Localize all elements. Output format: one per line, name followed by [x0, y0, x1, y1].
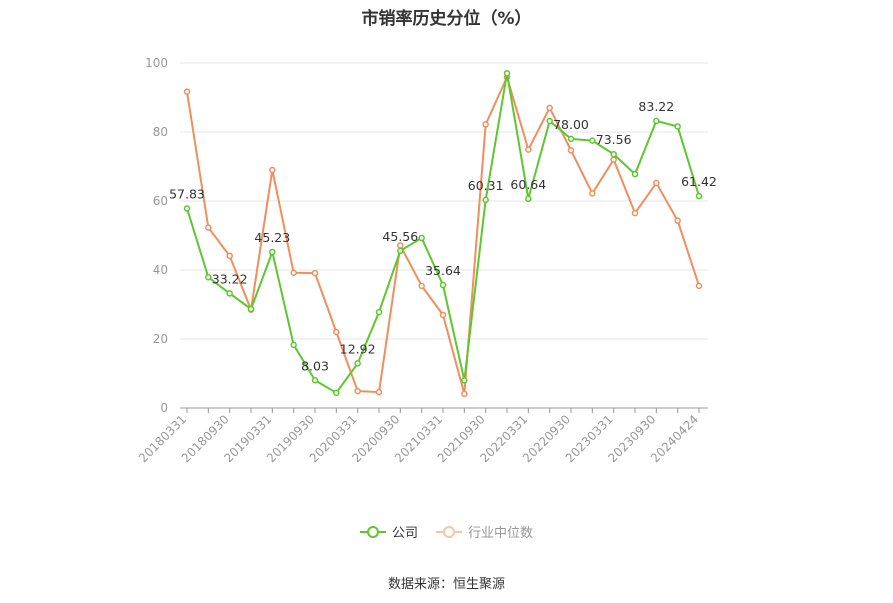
data-point[interactable] — [333, 389, 340, 397]
data-label: 35.64 — [425, 263, 461, 278]
series-0 — [183, 70, 703, 397]
data-point[interactable] — [375, 308, 383, 316]
legend: 公司 行业中位数 — [0, 522, 893, 541]
data-label: 57.83 — [169, 186, 205, 201]
data-point[interactable] — [269, 248, 276, 256]
data-point[interactable] — [653, 179, 660, 187]
data-label: 45.23 — [254, 230, 290, 245]
data-labels: 57.83 33.22 45.23 8.03 12.92 45.56 35.64 60.31 6… — [169, 99, 717, 373]
data-point[interactable] — [567, 135, 575, 143]
data-point[interactable] — [610, 150, 617, 158]
data-point[interactable] — [183, 205, 191, 212]
chart-title: 市销率历史分位（%） — [361, 9, 532, 29]
data-label: 83.22 — [638, 99, 674, 114]
data-point[interactable] — [695, 192, 703, 200]
data-point[interactable] — [333, 328, 340, 336]
legend-marker — [366, 525, 379, 538]
data-point[interactable] — [439, 311, 447, 319]
legend-item[interactable]: 公司 — [359, 522, 418, 541]
data-point[interactable] — [439, 281, 447, 289]
data-point[interactable] — [610, 156, 617, 163]
data-label: 8.03 — [301, 358, 329, 373]
data-point[interactable] — [461, 390, 468, 398]
axes: 0204060801002018033120180930201903312019… — [136, 56, 708, 465]
data-label: 73.56 — [596, 132, 632, 147]
data-point[interactable] — [418, 234, 425, 242]
data-point[interactable] — [311, 377, 319, 384]
data-point[interactable] — [567, 147, 575, 154]
data-point[interactable] — [482, 121, 489, 128]
data-point[interactable] — [546, 104, 553, 112]
y-tick-label: 20 — [153, 332, 168, 346]
data-point[interactable] — [546, 117, 553, 125]
legend-marker — [443, 525, 455, 538]
data-point[interactable] — [589, 190, 596, 197]
data-point[interactable] — [525, 146, 532, 153]
y-tick-label: 80 — [153, 125, 168, 139]
data-point[interactable] — [226, 290, 233, 297]
data-label: 61.42 — [681, 174, 717, 189]
y-tick-label: 60 — [153, 194, 168, 208]
data-point[interactable] — [375, 388, 383, 396]
legend-label: 行业中位数 — [468, 526, 534, 541]
data-point[interactable] — [503, 70, 511, 77]
data-label: 78.00 — [553, 117, 589, 132]
data-point[interactable] — [269, 166, 276, 174]
data-point[interactable] — [525, 195, 532, 203]
data-point[interactable] — [311, 269, 319, 277]
data-label: 60.31 — [468, 178, 504, 193]
data-label: 33.22 — [212, 271, 248, 286]
data-point[interactable] — [397, 247, 404, 255]
data-point[interactable] — [247, 305, 255, 313]
data-point[interactable] — [354, 387, 361, 395]
y-tick-label: 100 — [145, 56, 168, 70]
grid-lines — [180, 62, 708, 340]
data-point[interactable] — [674, 217, 681, 224]
data-point[interactable] — [205, 273, 212, 281]
y-tick-label: 0 — [160, 401, 168, 415]
series-1 — [183, 73, 703, 398]
y-tick-label: 40 — [153, 263, 168, 277]
data-point[interactable] — [418, 282, 425, 290]
legend-swatch-icon — [436, 525, 462, 538]
data-point[interactable] — [290, 341, 297, 349]
data-point[interactable] — [653, 117, 660, 125]
data-point[interactable] — [631, 209, 639, 217]
data-label: 12.92 — [340, 341, 376, 356]
data-point[interactable] — [674, 123, 681, 130]
legend-item[interactable]: 行业中位数 — [436, 522, 533, 541]
data-point[interactable] — [290, 269, 297, 277]
data-point[interactable] — [183, 88, 191, 95]
legend-label: 公司 — [391, 526, 418, 541]
data-point[interactable] — [631, 170, 639, 178]
legend-swatch-icon — [359, 525, 386, 538]
data-point[interactable] — [482, 196, 489, 204]
source-note: 数据来源：恒生聚源 — [387, 577, 505, 592]
series-lines — [183, 70, 703, 398]
data-point[interactable] — [226, 252, 233, 260]
data-point[interactable] — [354, 360, 361, 367]
data-point[interactable] — [695, 282, 703, 290]
data-point[interactable] — [589, 137, 596, 144]
data-point[interactable] — [461, 377, 468, 384]
data-point[interactable] — [205, 224, 212, 231]
data-label: 60.64 — [510, 177, 546, 192]
data-label: 45.56 — [382, 229, 418, 244]
